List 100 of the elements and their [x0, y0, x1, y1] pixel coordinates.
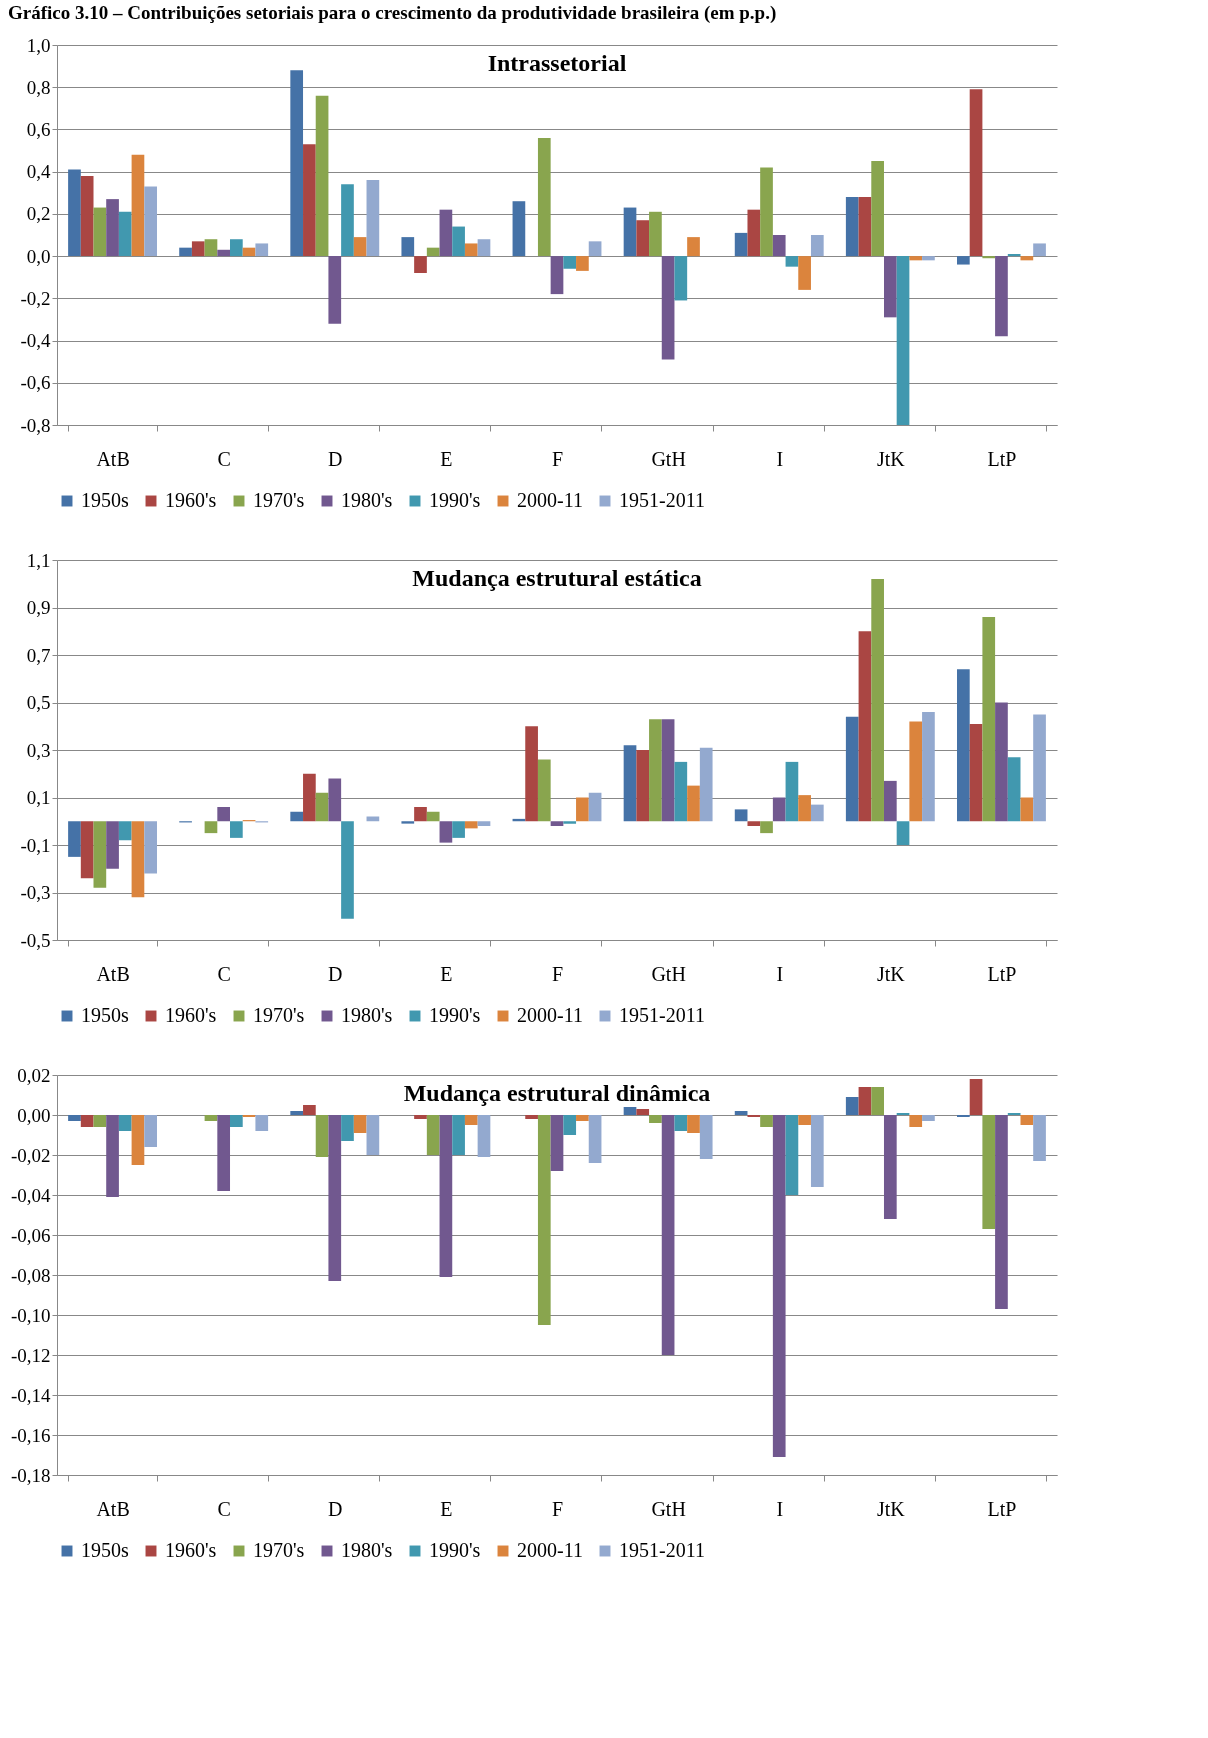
legend-label: 1950s — [81, 1004, 129, 1026]
bar — [687, 237, 700, 257]
bar — [661, 719, 675, 822]
bar — [131, 154, 145, 257]
bar — [922, 1115, 935, 1121]
x-tick-label: I — [776, 1497, 784, 1520]
bar — [883, 256, 897, 318]
y-tick-label: -0,04 — [10, 1184, 51, 1206]
legend-label: 2000-11 — [517, 489, 583, 511]
bar — [93, 821, 107, 888]
bar — [588, 1115, 602, 1163]
bar — [255, 1115, 269, 1131]
bar — [785, 256, 799, 267]
bar — [204, 239, 218, 257]
y-tick-label: -0,10 — [10, 1304, 51, 1326]
bar — [328, 778, 342, 822]
bar — [1033, 714, 1046, 822]
bar — [661, 256, 675, 360]
x-tick-label: LtP — [987, 962, 1017, 985]
bar — [798, 256, 811, 290]
bar — [290, 1111, 304, 1115]
legend-label: 1970's — [253, 1539, 305, 1561]
bar — [734, 1111, 748, 1115]
bar — [315, 95, 329, 257]
x-tick-label: JtK — [876, 1497, 906, 1520]
legend-label: 2000-11 — [517, 1539, 583, 1561]
chart-title: Mudança estrutural dinâmica — [403, 1080, 711, 1106]
bar — [995, 1115, 1008, 1309]
legend-label: 1980's — [341, 489, 393, 511]
bar — [883, 780, 897, 822]
bar — [760, 167, 773, 257]
bar — [80, 821, 94, 879]
bar — [674, 256, 688, 301]
x-tick-label: D — [328, 1497, 343, 1520]
bar — [341, 821, 354, 919]
bar — [131, 1115, 145, 1165]
bar — [341, 184, 354, 257]
bar — [760, 1115, 773, 1127]
y-tick-label: 0,9 — [26, 597, 51, 618]
bar — [525, 726, 538, 822]
bar — [290, 70, 304, 257]
bar — [106, 199, 119, 257]
x-tick-label: D — [328, 962, 343, 985]
x-tick-label: F — [551, 447, 564, 470]
y-tick-label: -0,5 — [20, 929, 51, 951]
bar — [785, 1115, 799, 1195]
y-tick-label: -0,16 — [10, 1424, 51, 1446]
bar — [68, 1115, 81, 1121]
bar — [80, 175, 94, 257]
x-tick-label: E — [440, 962, 453, 985]
bar — [537, 1115, 551, 1325]
bar — [871, 579, 884, 822]
x-tick-label: JtK — [876, 447, 906, 470]
bar — [588, 241, 602, 257]
legend-label: 1990's — [429, 1004, 481, 1026]
bar — [845, 1097, 859, 1115]
bar — [636, 750, 650, 822]
bar — [315, 1115, 329, 1157]
bar — [179, 247, 192, 257]
bar — [699, 1115, 713, 1159]
bar — [401, 821, 415, 824]
bar — [341, 1115, 354, 1141]
x-tick-label: AtB — [96, 1497, 130, 1520]
bar — [144, 186, 157, 257]
y-tick-label: -0,14 — [10, 1384, 51, 1406]
bar — [858, 1087, 872, 1115]
bar — [303, 144, 316, 257]
y-tick-label: 0,02 — [17, 1064, 51, 1086]
bar — [414, 256, 427, 273]
bar — [550, 1115, 564, 1171]
bar — [649, 1115, 662, 1123]
bar — [922, 712, 935, 822]
bar — [230, 1115, 243, 1127]
bar — [118, 821, 132, 841]
bar — [106, 1115, 119, 1197]
bar — [810, 1115, 824, 1187]
bar — [810, 804, 824, 822]
legend-label: 1960's — [165, 1004, 217, 1026]
y-tick-label: -0,3 — [20, 882, 51, 903]
bar — [464, 821, 478, 829]
bar — [995, 256, 1008, 337]
bar — [1020, 1115, 1034, 1125]
bar — [576, 256, 589, 271]
bar — [537, 759, 551, 822]
y-tick-label: -0,18 — [10, 1464, 51, 1486]
bar — [772, 1115, 786, 1457]
bar — [649, 719, 662, 822]
bar — [439, 209, 453, 257]
legend-label: 1980's — [341, 1539, 393, 1561]
bar — [871, 161, 884, 257]
bar — [217, 249, 231, 257]
x-tick-label: F — [551, 962, 564, 985]
bar — [957, 669, 970, 822]
bar — [303, 773, 316, 822]
legend-label: 1970's — [253, 489, 305, 511]
bar — [353, 1115, 367, 1133]
bar — [845, 197, 859, 257]
bar — [845, 716, 859, 822]
bar — [426, 811, 440, 822]
x-tick-label: I — [776, 447, 784, 470]
